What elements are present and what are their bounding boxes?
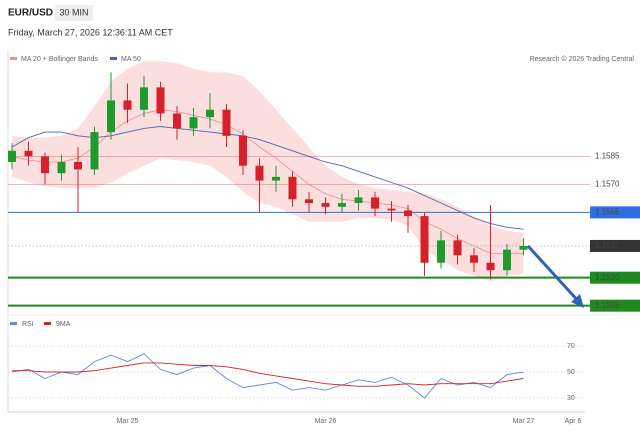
- y-tick-label: 30: [567, 395, 575, 402]
- interval: 30 MIN: [59, 7, 88, 17]
- legend-swatch: [10, 57, 17, 60]
- candle-body: [156, 87, 165, 114]
- candle-body: [140, 87, 148, 110]
- legend-label: RSI: [22, 321, 34, 328]
- candle-body: [107, 100, 115, 133]
- candle-body: [305, 199, 313, 204]
- candle-body: [8, 150, 16, 162]
- bollinger-band: [12, 61, 524, 282]
- x-tick-label: Apr 6: [565, 418, 582, 425]
- candle-body: [239, 135, 247, 166]
- candle-body: [288, 176, 297, 200]
- legend-label: 9MA: [56, 321, 71, 328]
- interval-badge: [55, 5, 93, 21]
- level-badge: [590, 206, 640, 219]
- candle-body: [453, 240, 462, 256]
- candle-body: [503, 249, 511, 271]
- symbol: EUR/USD: [8, 8, 53, 19]
- datetime: Friday, March 27, 2026 12:36:11 AM CET: [8, 27, 173, 37]
- candle-body: [470, 255, 478, 263]
- candle-body: [123, 100, 132, 110]
- y-tick-label: 50: [567, 369, 575, 376]
- y-tick-label: 70: [567, 343, 575, 350]
- candle-body: [321, 203, 330, 207]
- candle-body: [222, 109, 231, 136]
- candle-body: [206, 109, 214, 118]
- candle-body: [272, 176, 280, 181]
- candle-body: [57, 161, 66, 174]
- x-tick-label: Mar 26: [315, 418, 337, 425]
- candle-body: [338, 203, 346, 207]
- level-badge: [590, 299, 640, 312]
- legend-swatch: [44, 322, 51, 325]
- rsi-line: [11, 353, 524, 399]
- rsi-line: [12, 362, 524, 387]
- level-label: 1.1585: [595, 151, 620, 160]
- forecast-arrow: [526, 244, 582, 305]
- candle-body: [387, 208, 396, 211]
- credit: Research © 2026 Trading Central: [530, 55, 635, 63]
- candle-body: [255, 165, 264, 181]
- level-badge: [590, 271, 640, 284]
- candle-body: [74, 161, 82, 170]
- legend-label: MA 50: [121, 56, 141, 63]
- candle-body: [519, 245, 528, 250]
- forecast-arrowhead: [571, 294, 584, 308]
- level-label: 1.1505: [595, 301, 620, 310]
- x-tick-label: Mar 25: [117, 418, 139, 425]
- candle-body: [90, 132, 99, 170]
- level-label: 1.1555: [595, 207, 620, 216]
- candle-body: [420, 216, 429, 263]
- candle-body: [354, 197, 363, 204]
- candle-body: [486, 262, 495, 271]
- candle-body: [41, 156, 49, 174]
- candle-body: [189, 117, 198, 129]
- candle-body: [437, 240, 445, 263]
- level-badge: [590, 239, 640, 252]
- legend-swatch: [10, 322, 17, 325]
- level-label: 1.1537: [595, 241, 620, 250]
- legend-swatch: [110, 57, 117, 60]
- candle-body: [24, 150, 33, 157]
- candle-body: [173, 113, 181, 129]
- candle-body: [371, 197, 379, 209]
- legend-label: MA 20 + Bollinger Bands: [21, 56, 98, 63]
- x-tick-label: Mar 27: [513, 418, 535, 425]
- candle-body: [404, 210, 412, 217]
- level-label: 1.1570: [595, 179, 620, 188]
- level-label: 1.1520: [595, 273, 620, 282]
